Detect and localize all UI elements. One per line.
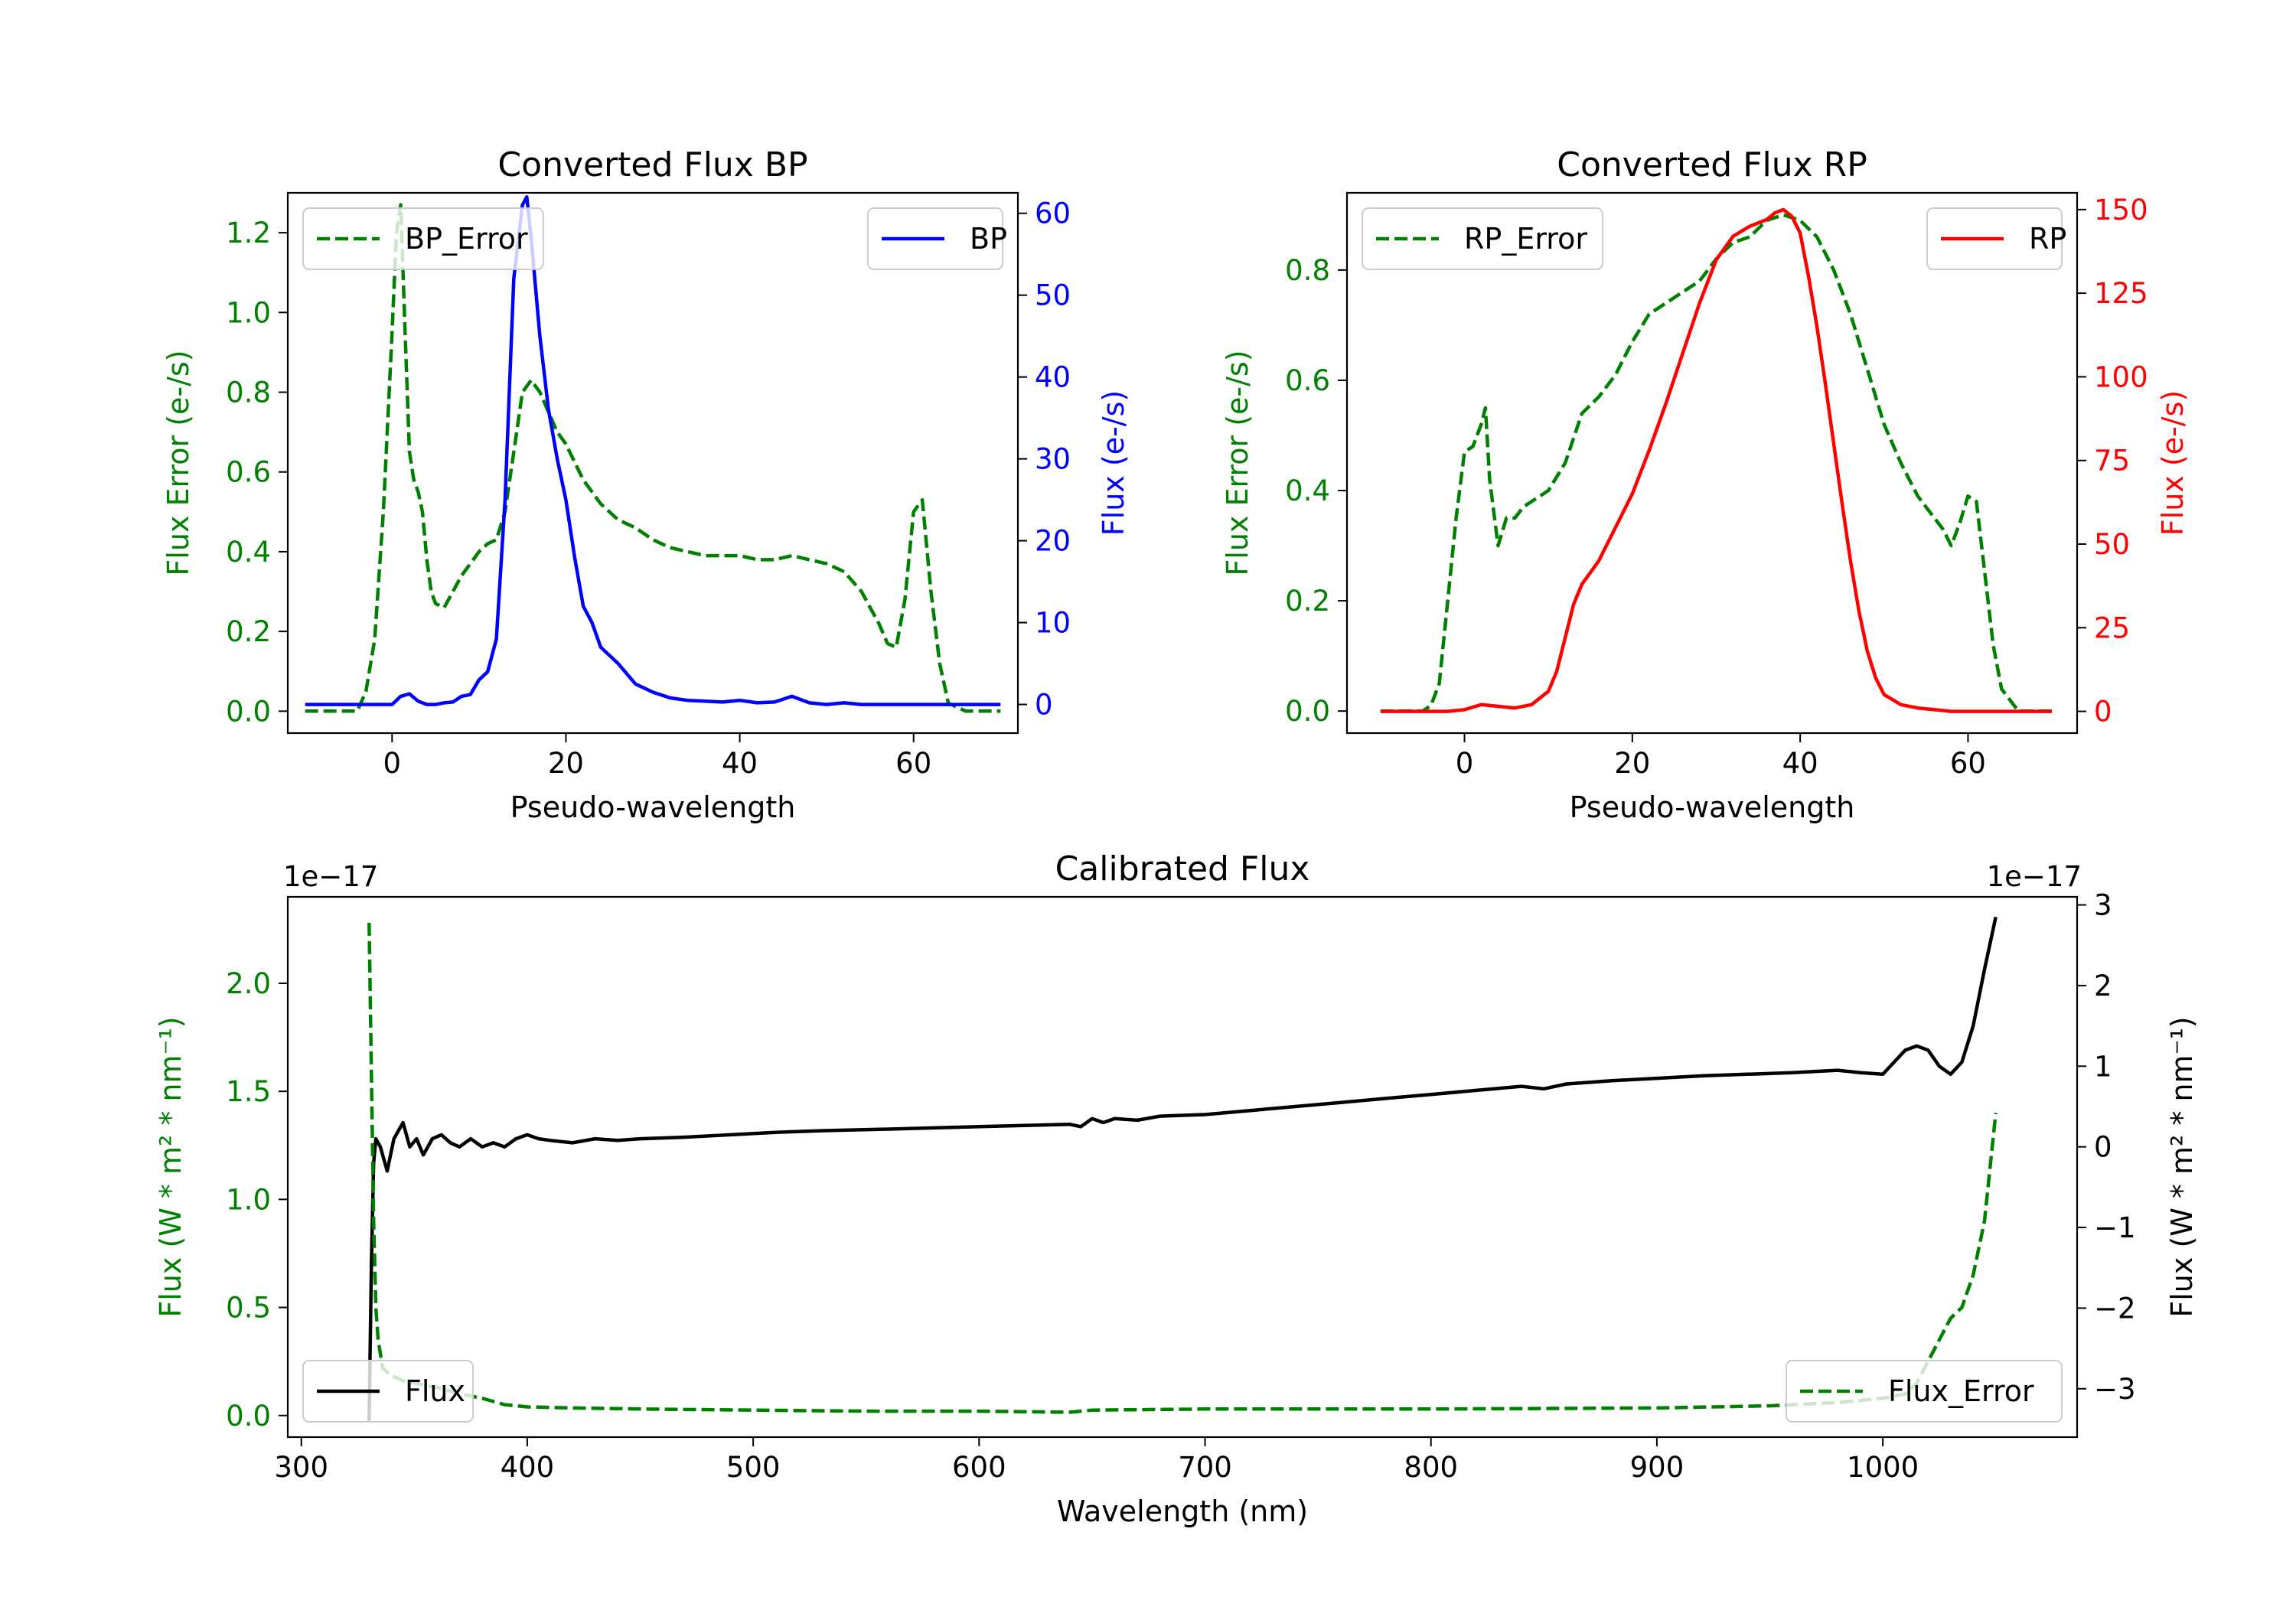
rp-ytick-right-label: 0 [2094, 696, 2112, 729]
bp-ytick-right-label: 40 [1035, 361, 1071, 394]
cal-xlabel: Wavelength (nm) [1057, 1495, 1308, 1528]
bp-ylabel-left: Flux Error (e-/s) [161, 350, 195, 575]
bp-ytick-left-label: 0.6 [226, 456, 271, 489]
cal-xtick-label: 500 [726, 1451, 781, 1484]
chart-bp: Converted Flux BP 0 20 40 60 Pseudo-wavelengt… [161, 145, 1130, 824]
bp-series-bp [305, 195, 1001, 706]
bp-xtick-label: 20 [548, 747, 584, 780]
cal-ytick-left-label: 0.0 [226, 1400, 271, 1433]
bp-plot-frame [286, 191, 1019, 735]
bp-ytick-right-label: 60 [1035, 197, 1071, 230]
rp-ytick-left-label: 0.2 [1285, 585, 1330, 618]
cal-offset-right: 1e−17 [1987, 860, 2082, 893]
cal-ytick-left-label: 2.0 [226, 967, 271, 1000]
cal-xtick-label: 800 [1404, 1451, 1458, 1484]
cal-xtick-label: 600 [952, 1451, 1006, 1484]
cal-legend-flux: Flux [302, 1360, 474, 1423]
bp-legend-bp: BP [867, 207, 1007, 270]
bp-ytick-right-label: 0 [1035, 689, 1053, 722]
cal-ytick-right-label: 2 [2094, 970, 2112, 1002]
bp-xtick-label: 60 [895, 747, 931, 780]
bp-ytick-right-label: 30 [1035, 443, 1071, 476]
cal-ylabel-right: Flux (W * m² * nm⁻¹) [2165, 1016, 2199, 1317]
rp-series-rp [1380, 207, 2053, 713]
bp-ytick-left-label: 0.0 [226, 695, 271, 728]
bp-title: Converted Flux BP [497, 145, 807, 184]
rp-ytick-left-label: 0.0 [1285, 695, 1330, 728]
bp-xtick-label: 40 [722, 747, 758, 780]
cal-legend-flux-error: Flux_Error [1786, 1360, 2063, 1423]
legend-box [302, 207, 544, 270]
rp-ytick-right-label: 150 [2094, 194, 2148, 227]
chart-rp: Converted Flux RP 0 20 40 60 Pseudo-wavelengt… [1221, 145, 2190, 824]
rp-ytick-right-label: 125 [2094, 277, 2148, 310]
bp-ytick-right-label: 50 [1035, 279, 1071, 312]
chart-cal: Calibrated Flux 300 400 500 600 700 800 900 1000… [154, 849, 2199, 1528]
bp-legend-bp-error: BP_Error [302, 207, 544, 270]
cal-ytick-right-label: −1 [2094, 1211, 2136, 1244]
cal-ytick-right-label: −3 [2094, 1373, 2136, 1406]
cal-ytick-left-label: 1.5 [226, 1075, 271, 1108]
cal-xtick-label: 300 [274, 1451, 328, 1484]
rp-ylabel-right: Flux (e-/s) [2156, 390, 2190, 536]
cal-offset-left: 1e−17 [283, 860, 378, 893]
rp-legend-rp-error: RP_Error [1362, 207, 1603, 270]
bp-ytick-left-label: 1.2 [226, 217, 271, 249]
cal-ytick-left-label: 1.0 [226, 1183, 271, 1216]
cal-plot-frame [286, 895, 2079, 1439]
rp-xtick-label: 60 [1950, 747, 1986, 780]
bp-ytick-right-label: 20 [1035, 525, 1071, 558]
rp-ytick-left-label: 0.4 [1285, 474, 1330, 507]
cal-ytick-right-label: 0 [2094, 1131, 2112, 1164]
rp-title: Converted Flux RP [1557, 145, 1867, 184]
legend-box [1362, 207, 1603, 270]
rp-ytick-right-label: 75 [2094, 445, 2130, 478]
cal-xtick-label: 1000 [1847, 1451, 1919, 1484]
bp-ytick-right-label: 10 [1035, 607, 1071, 640]
cal-ytick-right-label: 3 [2094, 889, 2112, 922]
cal-xtick-label: 400 [501, 1451, 555, 1484]
bp-xtick-label: 0 [383, 747, 402, 780]
rp-ytick-right-label: 50 [2094, 528, 2130, 561]
cal-title: Calibrated Flux [1055, 849, 1310, 888]
rp-legend-rp: RP [1926, 207, 2066, 270]
rp-ytick-left-label: 0.6 [1285, 364, 1330, 397]
bp-ytick-left-label: 0.8 [226, 376, 271, 409]
rp-ytick-right-label: 25 [2094, 611, 2130, 644]
rp-xtick-label: 40 [1782, 747, 1818, 780]
bp-ytick-left-label: 0.4 [226, 536, 271, 569]
bp-series-bp-error [305, 203, 1001, 713]
cal-xtick-label: 900 [1630, 1451, 1684, 1484]
bp-ylabel-right: Flux (e-/s) [1097, 390, 1130, 536]
legend-label: BP [970, 222, 1007, 256]
cal-series-flux [367, 916, 1998, 1421]
rp-xtick-label: 0 [1456, 747, 1474, 780]
rp-ytick-right-label: 100 [2094, 360, 2148, 393]
legend-label: BP_Error [405, 222, 528, 256]
rp-xlabel: Pseudo-wavelength [1570, 790, 1855, 824]
bp-ytick-left-label: 0.2 [226, 615, 271, 648]
cal-series-flux-error [367, 922, 1998, 1414]
cal-ytick-left-label: 0.5 [226, 1292, 271, 1325]
legend-label: Flux [405, 1374, 465, 1408]
rp-plot-frame [1345, 191, 2079, 735]
rp-series-rp-error [1380, 213, 2053, 713]
bp-xlabel: Pseudo-wavelength [510, 790, 796, 824]
rp-ylabel-left: Flux Error (e-/s) [1221, 350, 1254, 575]
cal-ylabel-left: Flux (W * m² * nm⁻¹) [154, 1016, 188, 1317]
legend-label: Flux_Error [1888, 1374, 2034, 1408]
legend-box [302, 1360, 474, 1423]
bp-ytick-left-label: 1.0 [226, 296, 271, 329]
legend-box [1786, 1360, 2063, 1423]
cal-ytick-right-label: −2 [2094, 1292, 2136, 1325]
rp-xtick-label: 20 [1614, 747, 1650, 780]
cal-xtick-label: 700 [1178, 1451, 1232, 1484]
rp-ytick-left-label: 0.8 [1285, 254, 1330, 287]
legend-label: RP_Error [1464, 222, 1587, 256]
cal-ytick-right-label: 1 [2094, 1050, 2112, 1083]
legend-label: RP [2029, 222, 2066, 256]
